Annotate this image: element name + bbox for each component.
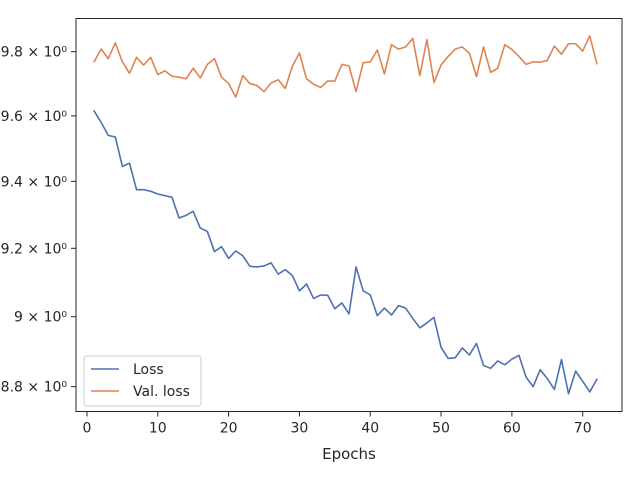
x-tick-label: 60 [503,421,521,437]
x-axis-label: Epochs [322,445,376,463]
y-tick-label: 8.8 × 10⁰ [1,380,68,396]
y-tick-label: 9.6 × 10⁰ [1,109,68,125]
legend-label-loss: Loss [133,362,164,378]
x-tick-label: 30 [291,421,309,437]
x-tick-label: 50 [432,421,450,437]
y-tick-label: 9.8 × 10⁰ [1,45,68,61]
series-line-loss [93,110,598,395]
tick-layer: 0 10 20 30 40 50 60 70 8.8 × 10⁰ 9 × 10⁰ 9.2 × 10⁰… [1,45,592,437]
series-layer [93,35,598,395]
legend-label-val-loss: Val. loss [133,384,190,400]
x-tick-label: 0 [83,421,92,437]
x-tick-label: 20 [220,421,238,437]
x-tick-label: 10 [149,421,167,437]
x-tick-label: 70 [574,421,592,437]
legend: Loss Val. loss [83,355,202,407]
y-tick-label: 9.4 × 10⁰ [1,174,68,190]
series-line-val-loss [93,35,598,98]
y-tick-label: 9 × 10⁰ [14,310,67,326]
plot-frame [75,18,623,412]
y-tick-label: 9.2 × 10⁰ [1,241,68,257]
x-tick-label: 40 [361,421,379,437]
